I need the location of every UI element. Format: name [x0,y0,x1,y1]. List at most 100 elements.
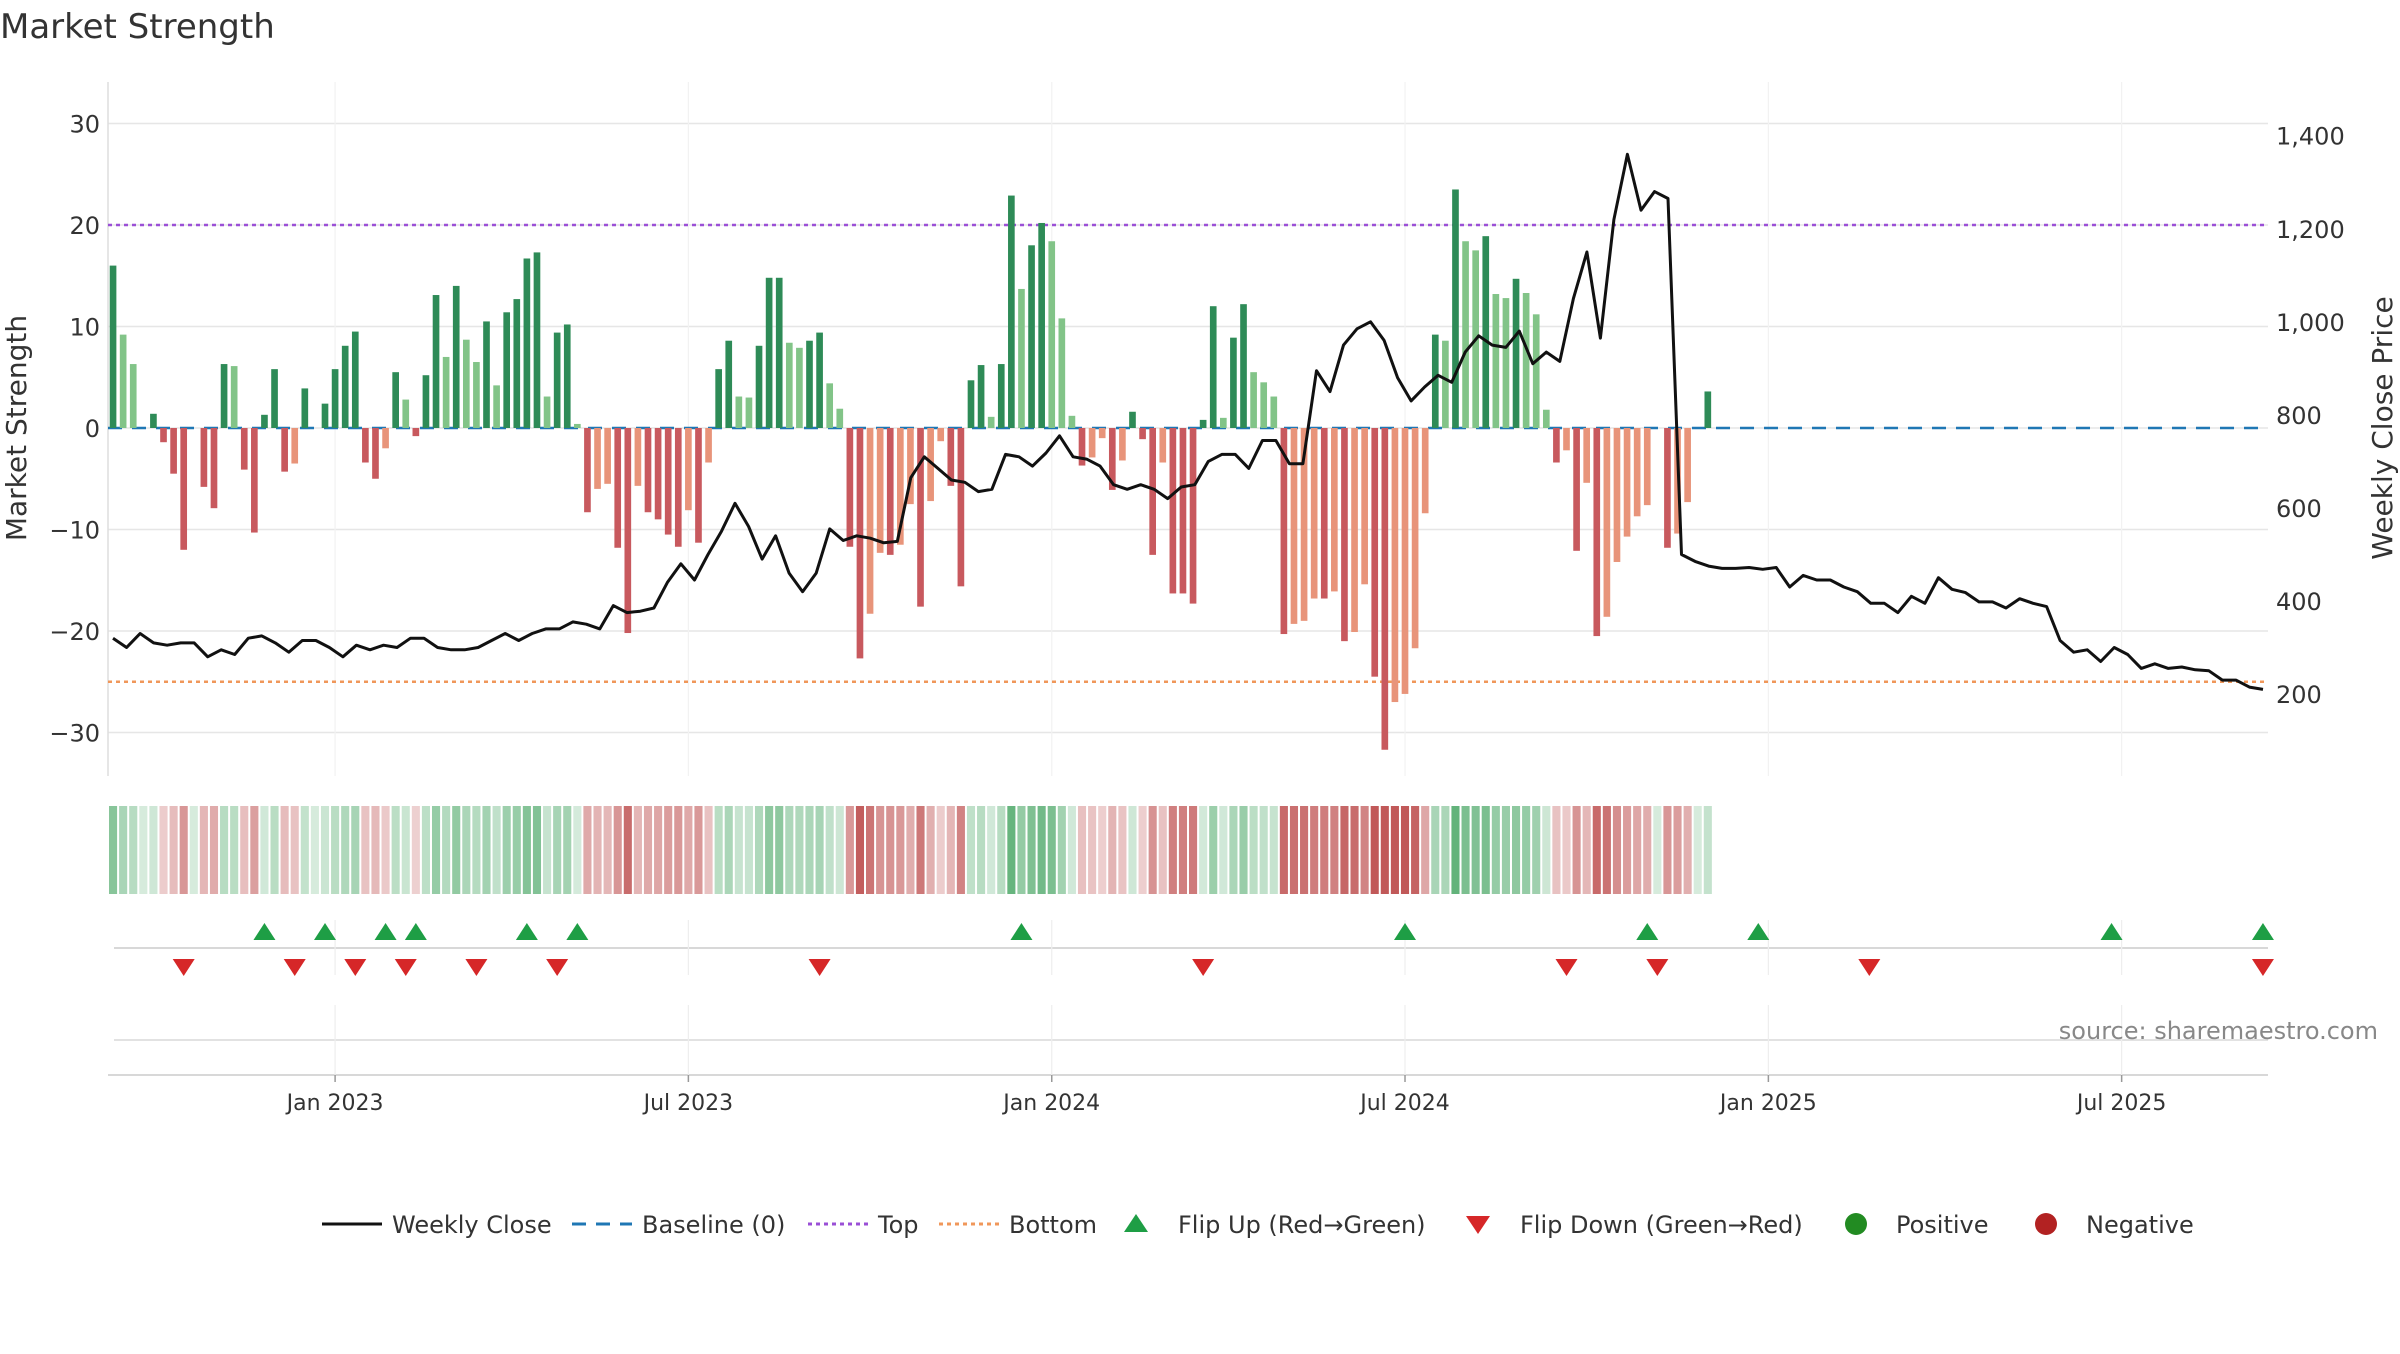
y-tick-label-left: −30 [49,720,100,748]
strength-cell [1300,806,1309,894]
strength-cell [1199,806,1208,894]
strength-bar [1603,428,1611,617]
strength-bar [937,428,945,442]
strength-bar [876,428,884,553]
strength-bar [473,362,480,428]
strength-cell [1037,806,1046,894]
flip-up-marker [566,923,589,940]
flip-up-marker [1010,923,1033,940]
strength-bar [1149,428,1157,555]
strength-bar [1664,428,1671,548]
strength-cell [1138,806,1147,894]
strength-bar [836,408,844,428]
flip-down-marker [808,959,831,976]
legend-swatch-circle [1845,1213,1867,1235]
legend: Weekly Close Baseline (0) Top Bottom Flip Up… [322,1211,2194,1239]
strength-cell [896,806,905,894]
strength-cell [1158,806,1167,894]
strength-bar [917,428,924,607]
strength-bar [432,295,440,428]
weekly-close-series [112,152,2264,691]
strength-bar [1522,293,1530,428]
strength-bar [725,340,733,428]
strength-cell [765,806,774,894]
legend-swatch-flip-down [1466,1216,1490,1234]
strength-bar [735,396,743,428]
strength-bar [705,428,712,463]
flip-up-marker [1394,923,1417,940]
strength-bar [1613,428,1621,562]
strength-bar [412,428,420,437]
strength-bar [230,366,238,428]
strength-cell [1411,806,1420,894]
strength-cell [401,806,410,894]
strength-cell [1653,806,1662,894]
flip-down-marker [465,959,488,976]
strength-bar [1088,428,1096,458]
strength-cell [553,806,562,894]
strength-cell [906,806,915,894]
source-note: source: sharemaestro.com [2059,1017,2378,1045]
strength-cell [129,806,138,894]
strength-cell [855,806,865,894]
strength-cell [724,806,733,894]
strength-bar [856,428,864,659]
strength-bar [997,364,1005,428]
y-tick-label-right: 1,000 [2276,309,2345,337]
strength-cell [946,806,955,894]
strength-bar [1098,428,1106,439]
strength-bar [1553,428,1560,463]
strength-bar [685,428,692,511]
strength-bar [1542,409,1550,428]
strength-cell [754,806,764,894]
flip-up-marker [1747,923,1770,940]
strength-bar [1300,428,1308,621]
strength-cell [1703,806,1712,894]
strength-bar [462,339,470,428]
y-tick-label-left: −20 [49,618,100,646]
strength-cell [1360,806,1369,894]
strength-bar [109,265,117,428]
strength-cell [240,806,249,894]
weekly-close-line [112,152,2264,691]
strength-cell [1400,806,1410,894]
strength-cell [1511,806,1521,894]
strength-cell [977,806,986,894]
y-axis-label-right: Weekly Close Price [2366,296,2399,559]
strength-cell [1148,806,1157,894]
strength-bar [644,428,652,513]
strength-bar [785,342,793,428]
legend-swatch-flip-up [1124,1214,1148,1232]
flip-down-marker [344,959,367,976]
strength-cell [209,806,219,894]
y-tick-label-right: 1,200 [2276,216,2345,244]
strength-cell [1077,806,1087,894]
strength-bar [1068,415,1076,428]
strength-cell [1189,806,1198,894]
flip-down-marker [546,959,569,976]
strength-bar [362,428,369,463]
strength-bar [1381,428,1389,750]
strength-cell [704,806,713,894]
y-axis-label-left: Market Strength [0,315,33,541]
strength-cell [916,806,925,894]
x-tick-label: Jul 2025 [2075,1091,2167,1116]
strength-cell [351,806,360,894]
strength-cell [391,806,400,894]
strength-bar [1270,396,1278,428]
strength-bar [846,428,854,547]
strength-cell [421,806,430,894]
strength-cell [1572,806,1581,894]
strength-bar [574,423,581,428]
strength-cell [654,806,663,894]
strength-bar [634,428,642,486]
strength-cell [431,806,441,894]
strength-bar [271,369,278,428]
strength-bar [341,345,349,428]
strength-cell [159,806,168,894]
strength-bar [897,428,904,545]
strength-cell [1067,806,1076,894]
strength-cell [1592,806,1601,894]
strength-cell [381,806,390,894]
strength-cell [684,806,693,894]
